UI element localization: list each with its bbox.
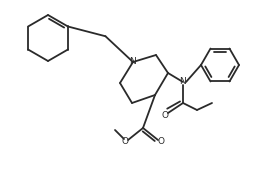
Text: O: O xyxy=(162,111,169,120)
Text: N: N xyxy=(130,57,136,66)
Text: N: N xyxy=(180,78,186,86)
Text: O: O xyxy=(121,138,128,147)
Text: O: O xyxy=(158,138,165,147)
